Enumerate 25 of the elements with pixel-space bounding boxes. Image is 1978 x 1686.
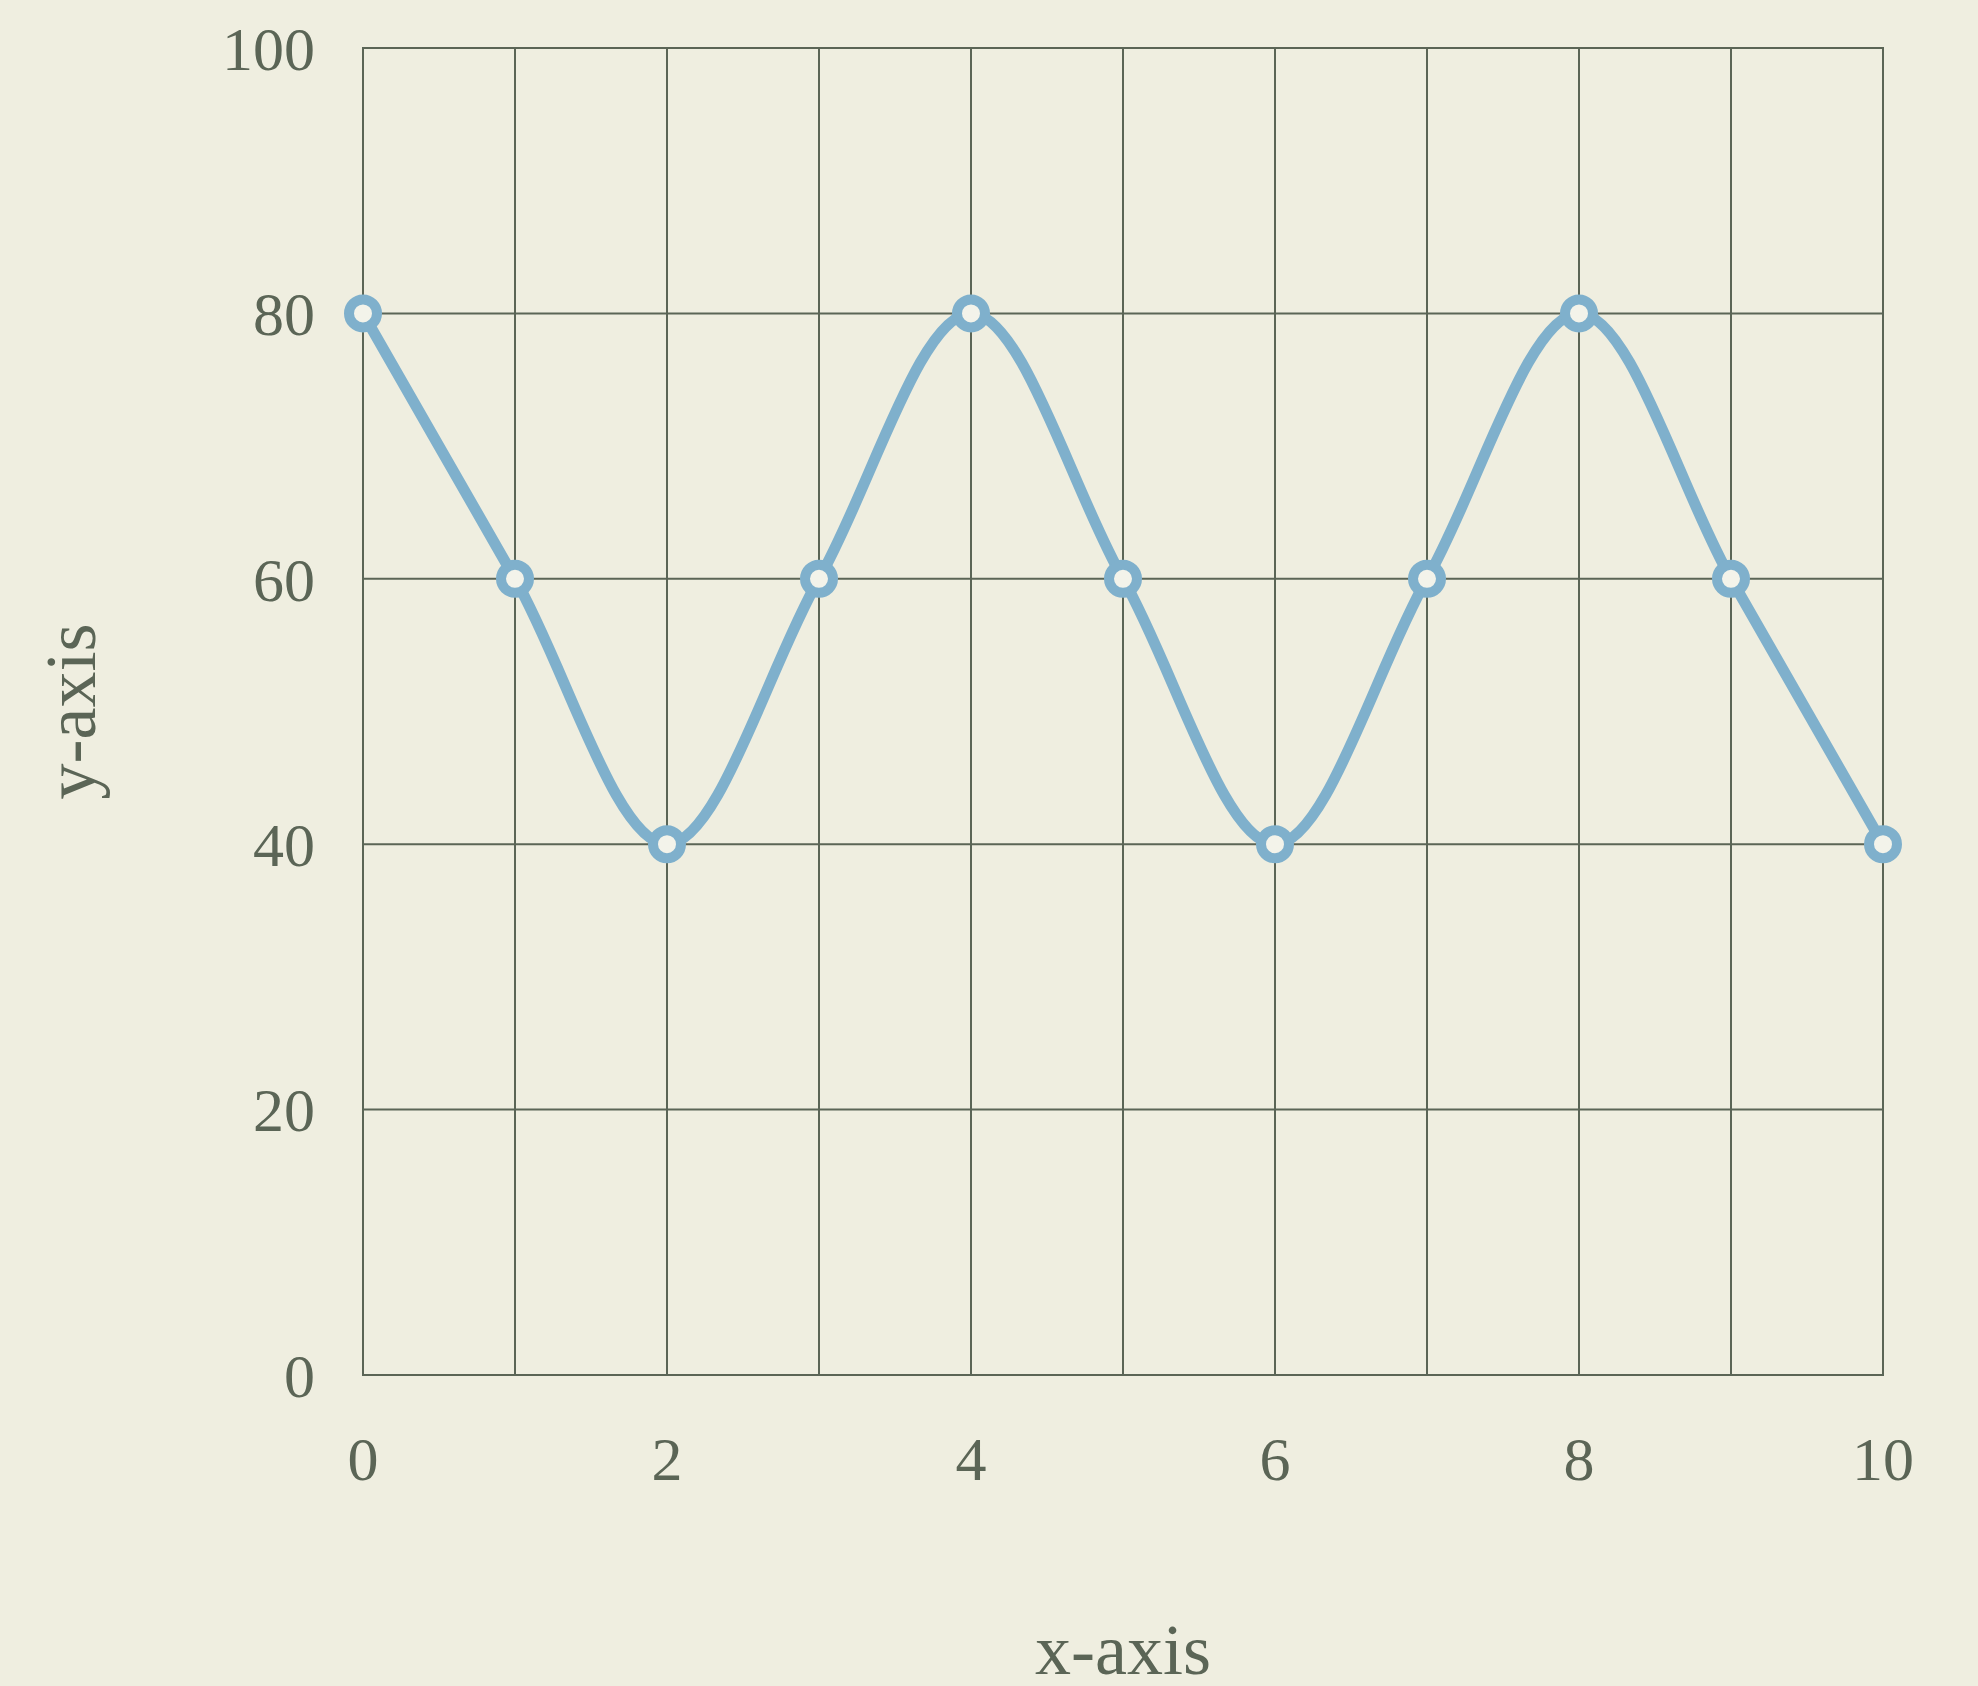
- y-tick-label: 60: [253, 545, 315, 614]
- point: [800, 559, 838, 598]
- point: [1408, 559, 1446, 598]
- y-tick-label: 100: [222, 14, 315, 83]
- point: [1256, 825, 1294, 864]
- y-tick-label: 80: [253, 280, 315, 349]
- x-tick-label: 8: [1563, 1425, 1595, 1493]
- x-tick-label: 2: [651, 1425, 683, 1493]
- x-tick-label: 0: [347, 1425, 379, 1493]
- x-tick-label: 6: [1259, 1425, 1291, 1493]
- y-tick-label: 40: [253, 810, 315, 879]
- x-tick-label: 10: [1852, 1425, 1914, 1493]
- point: [648, 825, 686, 864]
- y-tick-label: 0: [284, 1341, 315, 1410]
- point: [1864, 825, 1902, 864]
- point: [1104, 559, 1142, 598]
- y-tick-label: 20: [253, 1076, 315, 1145]
- point: [952, 294, 990, 333]
- point: [496, 559, 534, 598]
- point: [1560, 294, 1598, 333]
- x-tick-label: 4: [955, 1425, 987, 1493]
- y-axis-title: y-axis: [31, 623, 111, 800]
- point: [1712, 559, 1750, 598]
- x-axis-title: x-axis: [1035, 1610, 1211, 1686]
- point: [344, 294, 382, 333]
